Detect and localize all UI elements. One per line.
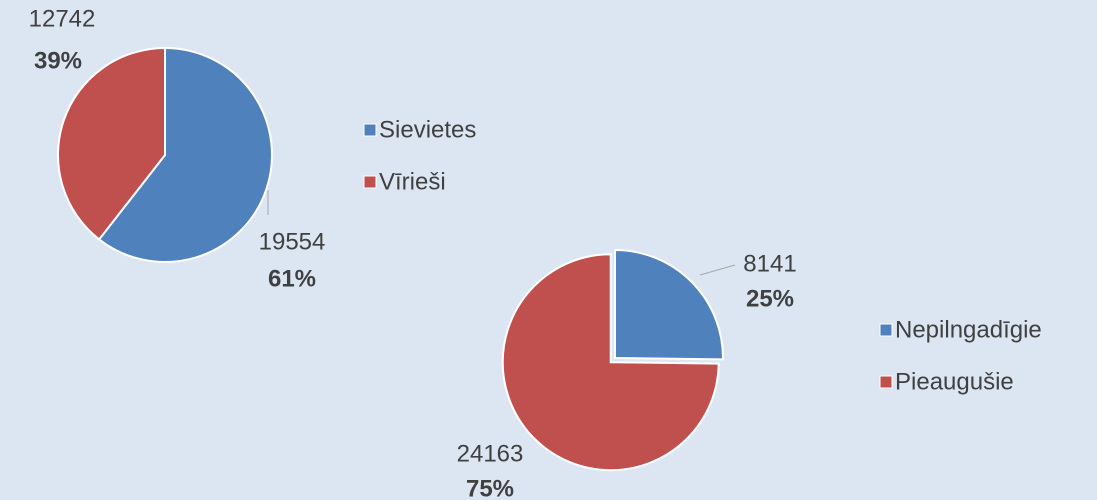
pie-slice	[97, 46, 273, 263]
legend-label: Sievietes	[379, 116, 476, 143]
pie-slice	[57, 46, 166, 241]
data-label: 24163	[457, 440, 524, 467]
legend-swatch	[879, 323, 893, 337]
pie-slice	[501, 253, 720, 472]
percent-label: 25%	[746, 285, 794, 312]
data-label: 19554	[259, 228, 326, 255]
legend-swatch	[363, 123, 377, 137]
leader-line	[699, 264, 736, 276]
data-label: 8141	[743, 250, 796, 277]
legend-swatch	[363, 175, 377, 189]
data-label: 12742	[29, 5, 96, 32]
percent-label: 39%	[34, 47, 82, 74]
percent-label: 75%	[466, 475, 514, 500]
legend-label: Pieaugušie	[895, 368, 1014, 395]
pie-slice	[614, 248, 724, 361]
legend-label: Vīrieši	[379, 168, 446, 195]
percent-label: 61%	[268, 265, 316, 292]
legend-swatch	[879, 375, 893, 389]
legend-label: Nepilngadīgie	[895, 316, 1042, 343]
